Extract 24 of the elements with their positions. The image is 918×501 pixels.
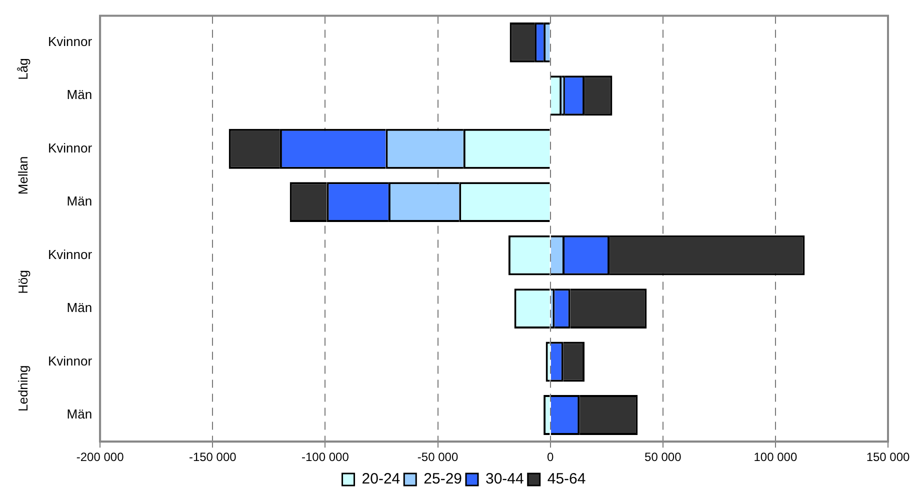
y-tick-label: Män <box>66 300 92 316</box>
y-tick-label: Kvinnor <box>48 34 93 49</box>
text: Hög <box>16 270 31 294</box>
legend-label: 25-29 <box>424 470 462 488</box>
text: Låg <box>16 58 31 80</box>
x-tick-label: 0 <box>546 450 554 464</box>
text: Mellan <box>16 156 31 195</box>
x-tick-label: -200 000 <box>76 450 124 464</box>
y-tick-label: Män <box>66 194 92 209</box>
x-tick-label: -100 000 <box>302 450 350 464</box>
x-tick-label: -50 000 <box>417 450 458 464</box>
x-tick-label: 100 000 <box>754 450 798 464</box>
y-tick-label: Män <box>66 87 92 102</box>
x-tick-label: 150 000 <box>866 450 910 464</box>
x-tick-label: -150 000 <box>188 450 237 464</box>
y-tick-label: Kvinnor <box>48 140 93 156</box>
y-tick-label: Män <box>66 406 92 422</box>
text: Ledning <box>16 365 31 412</box>
legend-label: 30-44 <box>486 470 524 488</box>
legend-label: 45-64 <box>547 470 586 488</box>
x-tick-label: 50 000 <box>644 450 682 464</box>
y-tick-label: Kvinnor <box>48 246 93 262</box>
y-tick-label: Kvinnor <box>48 353 93 368</box>
legend-label: 20-24 <box>362 470 400 488</box>
